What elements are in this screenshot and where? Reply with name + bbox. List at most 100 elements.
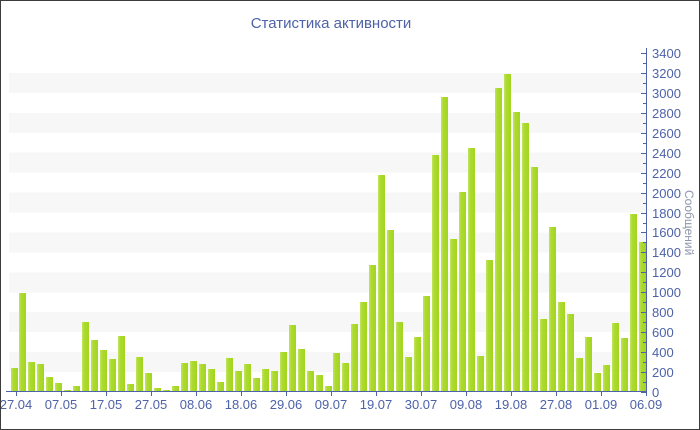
- y-axis-tick-label: 2200: [652, 165, 681, 181]
- bar: [91, 340, 99, 392]
- bar: [136, 357, 144, 392]
- y-axis-tick-label: 3200: [652, 65, 681, 81]
- bar: [73, 386, 81, 392]
- x-axis-tick-label: 27.05: [134, 397, 168, 412]
- y-axis-tick: [641, 272, 646, 274]
- x-axis-tick: [556, 392, 557, 396]
- bar: [575, 358, 583, 392]
- bar: [396, 322, 404, 392]
- x-axis-tick: [331, 392, 332, 396]
- y-axis-tick: [643, 362, 646, 364]
- y-axis-tick: [643, 202, 646, 204]
- bar: [324, 386, 332, 392]
- bar: [557, 302, 565, 392]
- bar: [342, 363, 350, 392]
- bar: [82, 322, 90, 392]
- y-axis-tick-label: 1800: [652, 205, 681, 221]
- y-axis-tick: [643, 222, 646, 224]
- y-axis-tick-label: 3000: [652, 85, 681, 101]
- y-axis-tick: [641, 152, 646, 154]
- plot-area: [9, 53, 646, 392]
- bar: [252, 378, 260, 392]
- bar: [270, 371, 278, 392]
- bar: [620, 338, 628, 392]
- bar: [207, 369, 215, 392]
- bar: [432, 154, 440, 392]
- y-axis-tick: [641, 312, 646, 314]
- bar: [189, 361, 197, 392]
- y-axis-tick: [641, 372, 646, 374]
- x-axis-tick: [151, 392, 152, 396]
- bar: [602, 365, 610, 392]
- bar: [441, 96, 449, 392]
- y-axis-tick: [641, 392, 646, 393]
- bar: [180, 363, 188, 392]
- bar: [494, 87, 502, 392]
- bar: [459, 191, 467, 392]
- bar: [163, 389, 171, 392]
- bar: [530, 166, 538, 392]
- bar: [378, 174, 386, 392]
- x-axis-tick: [421, 392, 422, 396]
- x-axis-tick: [286, 392, 287, 396]
- bar: [521, 122, 529, 392]
- bar: [55, 382, 63, 392]
- y-axis-tick-label: 2400: [652, 145, 681, 161]
- x-axis-tick-label: 19.07: [359, 397, 393, 412]
- bar: [288, 325, 296, 392]
- y-axis-tick: [643, 382, 646, 384]
- bar: [234, 371, 242, 392]
- bar: [450, 239, 458, 392]
- bar: [279, 352, 287, 392]
- x-axis-tick-label: 09.07: [314, 397, 348, 412]
- bar: [387, 230, 395, 392]
- x-axis-tick: [466, 392, 467, 396]
- bar: [100, 350, 108, 392]
- x-axis-tick-label: 19.08: [494, 397, 528, 412]
- bar: [10, 368, 18, 392]
- y-axis-tick: [641, 252, 646, 254]
- y-axis-tick: [641, 112, 646, 114]
- bar: [171, 385, 179, 392]
- x-axis-tick-label: 30.07: [404, 397, 438, 412]
- bar: [369, 265, 377, 392]
- x-axis-tick: [196, 392, 197, 396]
- y-axis-tick: [641, 172, 646, 174]
- bar: [225, 358, 233, 392]
- bar: [46, 377, 54, 392]
- bar: [468, 147, 476, 392]
- chart-title: Статистика активности: [250, 15, 412, 32]
- bar: [405, 357, 413, 392]
- bar: [539, 319, 547, 392]
- y-axis-tick: [643, 122, 646, 124]
- x-axis-line: [6, 391, 647, 392]
- y-axis-tick: [643, 302, 646, 304]
- x-axis-tick: [646, 392, 647, 396]
- bar: [118, 336, 126, 392]
- bar: [243, 364, 251, 392]
- bar: [109, 359, 117, 392]
- x-axis-tick: [376, 392, 377, 396]
- bar: [297, 349, 305, 392]
- x-axis-tick: [511, 392, 512, 396]
- bar: [261, 369, 269, 392]
- x-axis-tick-label: 27.04: [0, 397, 33, 412]
- y-axis-tick: [641, 212, 646, 214]
- y-axis-tick: [643, 162, 646, 164]
- y-axis-tick: [643, 262, 646, 264]
- bar: [629, 213, 637, 392]
- bar: [611, 323, 619, 392]
- x-axis-tick-label: 08.06: [179, 397, 213, 412]
- y-axis-tick: [643, 62, 646, 64]
- y-axis-tick-label: 2000: [652, 185, 681, 201]
- bar: [351, 324, 359, 392]
- bar: [198, 364, 206, 392]
- y-axis-tick-label: 1600: [652, 225, 681, 241]
- x-axis-tick-label: 27.08: [539, 397, 573, 412]
- x-axis-tick-label: 06.09: [629, 397, 663, 412]
- y-axis-tick-label: 600: [652, 325, 674, 341]
- y-axis-tick: [643, 282, 646, 284]
- x-axis-tick-label: 01.09: [584, 397, 618, 412]
- x-axis-tick-label: 29.06: [269, 397, 303, 412]
